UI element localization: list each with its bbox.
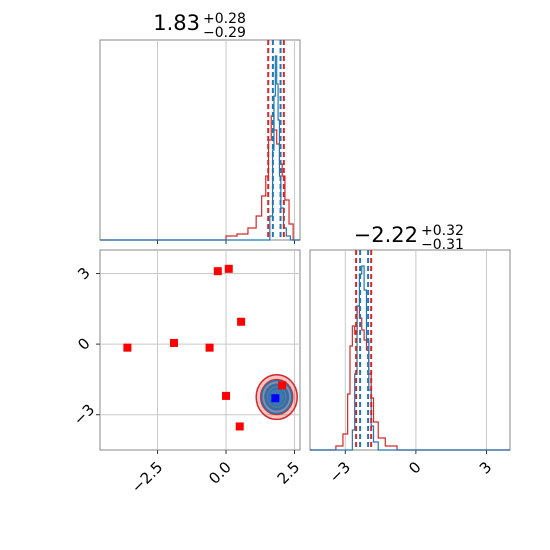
x-marginal-quantile-lines (267, 40, 285, 240)
y-marginal-quantile-lines (355, 250, 373, 450)
y-marginal-tick-label: 3 (476, 458, 495, 477)
y-marginal-tick-labels: −3 0 3 (326, 458, 496, 486)
joint-point (224, 264, 233, 273)
y-marginal-title-plus: +0.32 (421, 223, 464, 239)
joint-point (213, 267, 222, 276)
joint-panel: −2.5 0.0 2.5 3 0 −3 (70, 249, 303, 497)
x-marginal-title-minus: −0.29 (203, 25, 246, 41)
x-marginal-title: 1.83 (153, 11, 200, 35)
y-marginal-frame (309, 249, 511, 451)
joint-point (278, 381, 287, 390)
joint-points (123, 264, 287, 431)
y-marginal-title-minus: −0.31 (421, 237, 464, 253)
x-marginal-frame (99, 39, 301, 241)
joint-y-tick-labels: 3 0 −3 (70, 264, 98, 429)
y-marginal-panel: −3 0 3 −2.22 +0.32 −0.31 (309, 223, 511, 486)
joint-x-tick-label: −2.5 (128, 458, 166, 496)
y-histogram-step (310, 265, 510, 451)
joint-x-tick-labels: −2.5 0.0 2.5 (128, 458, 303, 496)
y-marginal-tick-label: −3 (326, 458, 354, 486)
y-marginal-grid (344, 250, 487, 454)
joint-grid (96, 250, 300, 454)
x-marginal-title-plus: +0.28 (203, 11, 246, 27)
joint-point (235, 422, 244, 431)
joint-point (237, 317, 246, 326)
joint-point (222, 391, 231, 400)
joint-point (205, 343, 214, 352)
y-histogram-step (310, 305, 510, 451)
joint-x-tick-label: 2.5 (274, 458, 304, 488)
y-marginal-tick-label: 0 (405, 458, 424, 477)
y-marginal-title: −2.22 (354, 223, 418, 247)
joint-y-tick-label: −3 (70, 401, 98, 429)
joint-x-tick-label: 0.0 (205, 458, 235, 488)
joint-point (123, 343, 132, 352)
x-histogram-step (100, 115, 300, 241)
y-marginal-histograms (310, 265, 510, 451)
joint-y-tick-label: 0 (74, 334, 93, 353)
joint-point (271, 394, 280, 403)
x-marginal-grid (157, 40, 296, 244)
joint-point (169, 338, 178, 347)
x-title-value: 1.83 (153, 11, 200, 35)
x-marginal-panel: 1.83 +0.28 −0.29 (99, 11, 301, 244)
joint-y-tick-label: 3 (74, 264, 93, 283)
